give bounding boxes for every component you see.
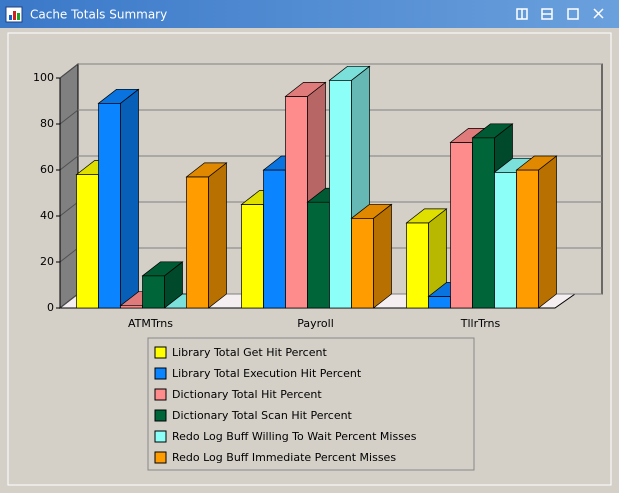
legend-label: Library Total Get Hit Percent xyxy=(172,346,327,359)
bar-top xyxy=(97,88,140,104)
maximize-button[interactable] xyxy=(567,8,579,20)
bar-front xyxy=(307,201,330,309)
grid-line xyxy=(59,247,79,263)
legend-swatch xyxy=(154,430,167,443)
bar-top xyxy=(141,261,184,277)
legend-swatch xyxy=(154,388,167,401)
bar-front xyxy=(285,96,308,309)
bar-front xyxy=(329,79,352,309)
left-wall xyxy=(59,62,79,310)
icon-bar xyxy=(13,11,16,20)
title-bar xyxy=(0,0,619,28)
grid-line xyxy=(59,109,79,125)
bar-front xyxy=(76,174,99,309)
bar-front xyxy=(406,222,429,309)
y-tick-label: 0 xyxy=(47,301,54,314)
legend-swatch xyxy=(154,367,167,380)
bar-front xyxy=(450,142,473,309)
legend-label: Dictionary Total Hit Percent xyxy=(172,388,322,401)
grid-line xyxy=(59,155,79,171)
legend-swatch xyxy=(154,409,167,422)
icon-bar xyxy=(17,13,20,20)
legend-swatch xyxy=(154,451,167,464)
bar-front xyxy=(142,275,165,309)
x-tick-label: TllrTrns xyxy=(460,317,501,330)
bar-side xyxy=(373,203,392,309)
bar-side xyxy=(208,162,227,309)
grid-line xyxy=(59,201,79,217)
icon-bar xyxy=(9,15,12,20)
legend-label: Redo Log Buff Willing To Wait Percent Mi… xyxy=(172,430,417,443)
bar-top xyxy=(284,82,327,97)
bar-front xyxy=(472,137,495,309)
x-tick-label: Payroll xyxy=(297,317,334,330)
bar-front xyxy=(516,169,539,309)
bar-front xyxy=(186,176,209,309)
y-tick-label: 100 xyxy=(33,71,54,84)
legend xyxy=(147,337,475,471)
bar-front xyxy=(351,217,374,309)
legend-label: Redo Log Buff Immediate Percent Misses xyxy=(172,451,396,464)
legend-swatch xyxy=(154,346,167,359)
bar-side xyxy=(538,155,557,309)
x-tick-label: ATMTrns xyxy=(128,317,173,330)
bar-top xyxy=(185,162,228,178)
grid-line xyxy=(59,63,79,79)
bar-top xyxy=(328,65,371,81)
bar-top xyxy=(471,123,514,139)
bar-top xyxy=(405,208,448,224)
y-tick-label: 40 xyxy=(40,209,54,222)
legend-label: Library Total Execution Hit Percent xyxy=(172,367,362,380)
y-tick-label: 80 xyxy=(40,117,54,130)
close-button[interactable] xyxy=(593,8,604,19)
legend-label: Dictionary Total Scan Hit Percent xyxy=(172,409,353,422)
bar-front xyxy=(241,204,264,309)
y-tick-label: 20 xyxy=(40,255,54,268)
bar-side xyxy=(120,88,139,309)
bar-front xyxy=(428,296,451,309)
bar-front xyxy=(98,102,121,309)
grid-line xyxy=(59,293,79,309)
bar-front xyxy=(494,171,517,309)
window-title: Cache Totals Summary xyxy=(30,8,167,22)
bar-top xyxy=(515,155,558,171)
bar-front xyxy=(263,169,286,309)
y-tick-label: 60 xyxy=(40,163,54,176)
bar-top xyxy=(350,203,393,219)
